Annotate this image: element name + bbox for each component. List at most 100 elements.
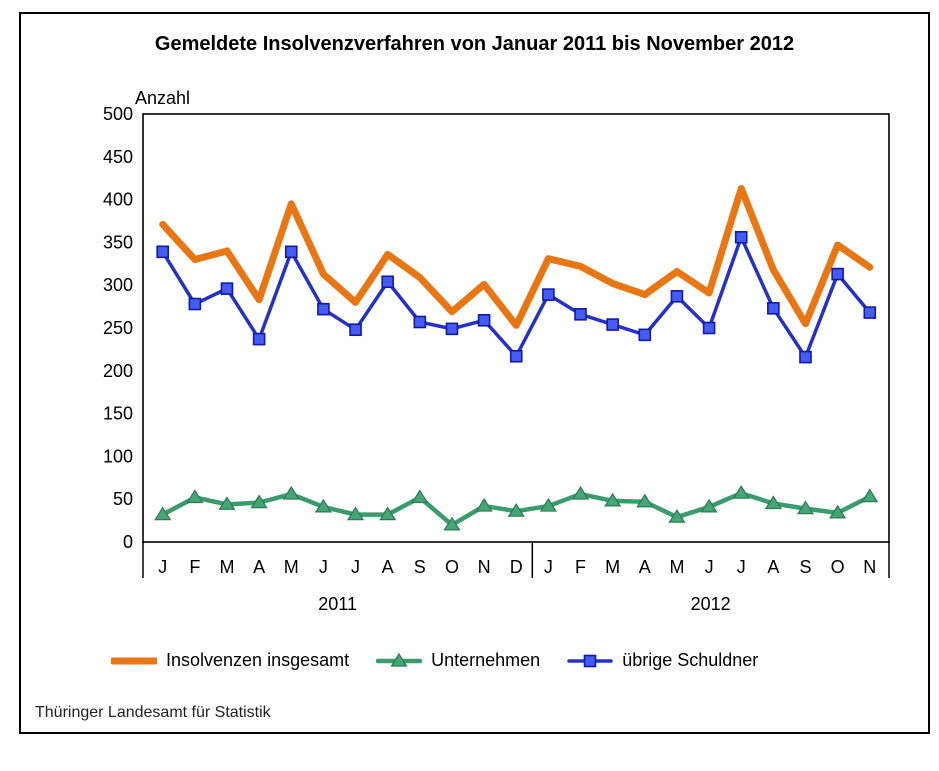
- month-label: J: [351, 557, 360, 577]
- month-label: J: [544, 557, 553, 577]
- legend: Insolvenzen insgesamt Unternehmen übrige…: [111, 650, 758, 671]
- data-marker-triangle: [314, 498, 332, 513]
- data-marker-square: [156, 245, 169, 259]
- legend-label: übrige Schuldner: [622, 650, 759, 670]
- data-marker-triangle: [700, 498, 718, 513]
- y-tick-label: 200: [103, 361, 133, 381]
- data-marker-triangle: [507, 503, 525, 517]
- data-marker-square: [220, 282, 234, 295]
- companies-line-swatch-icon: [376, 652, 423, 667]
- month-label: S: [414, 557, 426, 577]
- month-label: N: [478, 557, 491, 577]
- y-tick-label: 250: [103, 318, 133, 338]
- month-label: F: [189, 557, 200, 577]
- data-marker-square: [606, 318, 619, 331]
- month-label: A: [253, 557, 265, 577]
- data-marker-triangle: [411, 489, 429, 504]
- source-attribution: Thüringer Landesamt für Statistik: [35, 704, 271, 721]
- plot-border: [142, 113, 890, 543]
- data-marker-square: [863, 306, 877, 319]
- data-marker-triangle: [861, 488, 879, 503]
- month-label: N: [863, 557, 876, 577]
- series-line-uebrige-schuldner: [160, 235, 872, 359]
- data-marker-square: [767, 302, 780, 315]
- month-label: J: [705, 557, 714, 577]
- year-label: 2012: [691, 594, 731, 614]
- debtors-line-swatch-icon: [567, 654, 613, 667]
- chart-frame: Gemeldete Insolvenzverfahren von Januar …: [19, 12, 930, 734]
- y-tick-label: 450: [103, 147, 133, 167]
- series-line-insolvenzen-insgesamt: [159, 184, 874, 329]
- month-label: O: [445, 557, 459, 577]
- data-marker-triangle: [732, 485, 750, 499]
- data-marker-square: [509, 349, 523, 363]
- data-marker-triangle: [250, 494, 268, 509]
- month-label: J: [158, 557, 167, 577]
- month-label: A: [382, 557, 394, 577]
- month-label: M: [669, 557, 684, 577]
- data-marker-triangle: [539, 497, 557, 512]
- data-marker-square: [445, 322, 459, 336]
- legend-label: Insolvenzen insgesamt: [166, 650, 350, 670]
- data-marker-triangle: [186, 489, 204, 504]
- chart-title: Gemeldete Insolvenzverfahren von Januar …: [154, 33, 795, 55]
- legend-swatch-shape: [583, 654, 597, 667]
- data-marker-triangle: [829, 504, 847, 519]
- y-tick-label: 0: [123, 532, 133, 552]
- data-marker-square: [284, 245, 298, 259]
- month-label: M: [219, 557, 234, 577]
- legend-label: Unternehmen: [431, 650, 541, 670]
- legend-item-uebrige-schuldner: übrige Schuldner: [567, 650, 758, 671]
- month-label: F: [575, 557, 586, 577]
- month-label: S: [799, 557, 811, 577]
- month-label: J: [319, 557, 328, 577]
- month-label: O: [831, 557, 845, 577]
- data-marker-square: [188, 297, 202, 311]
- data-marker-triangle: [443, 516, 461, 531]
- data-marker-square: [574, 308, 587, 321]
- legend-item-unternehmen: Unternehmen: [376, 650, 540, 671]
- data-marker-square: [317, 302, 330, 316]
- total-line-swatch-icon: [111, 657, 157, 664]
- data-marker-triangle: [764, 495, 782, 510]
- y-tick-label: 100: [103, 446, 133, 466]
- data-marker-square: [477, 313, 491, 327]
- data-marker-triangle: [636, 493, 654, 508]
- data-marker-square: [831, 267, 844, 281]
- data-marker-triangle: [154, 506, 172, 521]
- legend-item-insolvenzen-insgesamt: Insolvenzen insgesamt: [111, 650, 349, 671]
- data-marker-square: [638, 328, 652, 342]
- data-marker-square: [799, 350, 812, 364]
- data-marker-triangle: [604, 492, 622, 507]
- y-tick-label: 350: [103, 232, 133, 252]
- y-tick-label: 400: [103, 190, 133, 210]
- y-tick-label: 500: [103, 104, 133, 124]
- month-label: M: [605, 557, 620, 577]
- month-label: J: [737, 557, 746, 577]
- data-marker-square: [670, 290, 684, 303]
- month-label: M: [284, 557, 299, 577]
- y-axis-title: Anzahl: [135, 88, 190, 108]
- data-marker-square: [349, 323, 362, 337]
- data-marker-triangle: [346, 506, 365, 521]
- month-label: A: [767, 557, 779, 577]
- year-label: 2011: [318, 594, 357, 614]
- data-marker-triangle: [218, 496, 236, 510]
- data-marker-square: [381, 275, 394, 289]
- data-marker-square: [252, 332, 266, 346]
- y-tick-label: 50: [113, 489, 133, 509]
- data-marker-triangle: [379, 506, 397, 521]
- y-tick-label: 300: [103, 275, 133, 295]
- data-marker-triangle: [796, 500, 815, 515]
- month-label: A: [639, 557, 651, 577]
- data-marker-square: [702, 321, 716, 335]
- data-marker-square: [542, 288, 555, 301]
- data-marker-square: [413, 315, 427, 329]
- data-marker-square: [734, 230, 748, 244]
- legend-swatch-shape: [390, 652, 408, 667]
- data-marker-triangle: [571, 485, 590, 500]
- data-marker-triangle: [475, 497, 493, 512]
- y-tick-label: 150: [103, 404, 133, 424]
